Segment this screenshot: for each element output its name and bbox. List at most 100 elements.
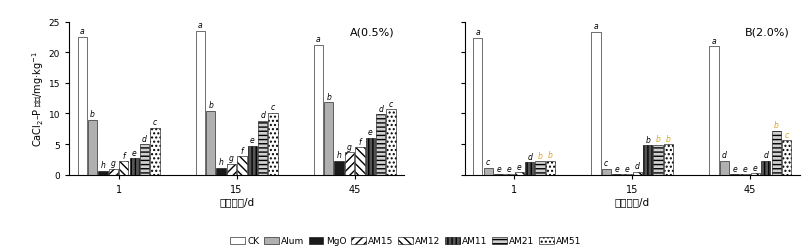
Bar <box>206 112 215 175</box>
Bar <box>740 174 749 175</box>
Bar <box>770 131 780 175</box>
Bar <box>653 145 662 175</box>
Bar <box>514 172 523 175</box>
Text: c: c <box>486 158 490 167</box>
Text: c: c <box>388 99 393 108</box>
Text: a: a <box>593 22 598 31</box>
Bar <box>750 174 759 175</box>
Text: c: c <box>783 130 787 139</box>
Bar <box>98 171 108 175</box>
Text: f: f <box>240 146 242 155</box>
Text: e: e <box>732 164 736 173</box>
Bar <box>719 161 728 175</box>
Bar <box>545 161 555 175</box>
Text: e: e <box>742 164 746 173</box>
Text: b: b <box>208 101 212 110</box>
Text: f: f <box>358 137 361 146</box>
Bar <box>642 146 652 175</box>
Text: d: d <box>762 150 767 160</box>
Bar <box>760 161 770 175</box>
Bar <box>139 144 149 175</box>
Text: b: b <box>665 134 670 143</box>
Text: B(2.0%): B(2.0%) <box>744 27 789 37</box>
Bar <box>150 128 160 175</box>
Bar <box>525 163 534 175</box>
Text: d: d <box>142 134 147 143</box>
Legend: CK, Alum, MgO, AM15, AM12, AM11, AM21, AM51: CK, Alum, MgO, AM15, AM12, AM11, AM21, A… <box>230 236 581 246</box>
Bar <box>621 174 631 175</box>
Bar <box>109 169 118 175</box>
Bar <box>781 141 790 175</box>
Text: a: a <box>710 36 715 46</box>
Text: c: c <box>603 158 607 168</box>
Bar <box>247 146 256 175</box>
Bar <box>504 174 513 175</box>
Bar <box>708 47 718 175</box>
Text: d: d <box>526 152 531 161</box>
Text: A(0.5%): A(0.5%) <box>350 27 393 37</box>
Text: e: e <box>250 136 255 145</box>
Bar <box>216 168 225 175</box>
Bar <box>258 121 267 175</box>
Bar <box>78 38 87 175</box>
Text: b: b <box>90 110 95 118</box>
Bar <box>354 148 364 175</box>
Bar <box>632 172 642 175</box>
Bar <box>345 152 354 175</box>
Text: h: h <box>218 158 223 167</box>
Bar <box>534 162 544 175</box>
Text: d: d <box>378 104 383 113</box>
Bar <box>119 162 128 175</box>
Text: d: d <box>721 150 726 160</box>
Text: a: a <box>79 27 84 36</box>
Bar <box>237 157 247 175</box>
Bar <box>313 46 323 175</box>
Text: g: g <box>111 158 116 168</box>
Text: b: b <box>326 92 331 102</box>
Text: e: e <box>506 164 511 173</box>
Bar <box>729 174 739 175</box>
Text: h: h <box>101 161 105 170</box>
Text: b: b <box>645 135 650 144</box>
Text: e: e <box>624 164 629 173</box>
Text: e: e <box>752 163 757 172</box>
Text: e: e <box>496 164 500 173</box>
Text: e: e <box>367 128 372 137</box>
Bar <box>375 114 385 175</box>
Text: f: f <box>122 151 125 160</box>
Text: a: a <box>198 21 202 30</box>
Text: c: c <box>152 118 157 126</box>
Bar <box>493 174 503 175</box>
Bar <box>473 38 482 175</box>
Text: a: a <box>475 28 479 37</box>
Y-axis label: CaCl$_2$–P 含量/mg·kg$^{-1}$: CaCl$_2$–P 含量/mg·kg$^{-1}$ <box>30 51 45 146</box>
Bar <box>195 32 204 175</box>
Text: d: d <box>260 111 264 120</box>
Text: e: e <box>517 162 521 171</box>
Bar <box>483 168 492 175</box>
Bar <box>365 138 375 175</box>
Text: e: e <box>613 164 618 173</box>
Text: b: b <box>655 134 660 143</box>
Bar <box>601 169 610 175</box>
Text: c: c <box>271 103 275 112</box>
Text: b: b <box>773 120 778 130</box>
Bar <box>590 33 600 175</box>
X-axis label: 培养时间/d: 培养时间/d <box>219 197 254 207</box>
Bar <box>129 158 139 175</box>
Text: d: d <box>634 162 639 170</box>
Text: e: e <box>131 148 136 157</box>
Bar <box>663 144 672 175</box>
Bar <box>324 103 333 175</box>
Text: h: h <box>337 150 341 160</box>
Text: b: b <box>537 151 542 160</box>
Bar <box>334 161 343 175</box>
Text: g: g <box>229 154 234 162</box>
X-axis label: 培养时间/d: 培养时间/d <box>614 197 649 207</box>
Text: g: g <box>346 142 351 151</box>
Bar <box>268 114 277 175</box>
Text: a: a <box>315 35 320 44</box>
Bar <box>88 120 97 175</box>
Bar <box>611 174 620 175</box>
Bar <box>386 110 395 175</box>
